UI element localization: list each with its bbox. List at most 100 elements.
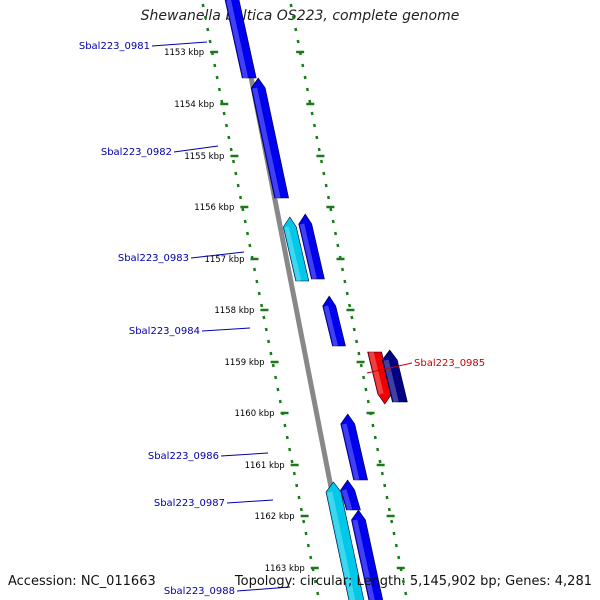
inner-tick-ring-dot bbox=[217, 87, 221, 92]
outer-tick-ring-dot bbox=[394, 543, 398, 548]
kbp-label: 1154 kbp bbox=[174, 100, 214, 110]
inner-tick-ring-dot bbox=[278, 399, 282, 404]
outer-tick-ring-dot bbox=[359, 363, 363, 368]
gene-arrow-highlight bbox=[323, 305, 338, 347]
inner-tick-ring-dot bbox=[309, 555, 313, 560]
outer-tick-ring-dot bbox=[294, 27, 298, 32]
gene-label-leader bbox=[366, 362, 413, 374]
outer-tick-ring-dot bbox=[383, 483, 387, 488]
outer-tick-ring-dot bbox=[380, 471, 384, 476]
inner-tick-ring-dot bbox=[299, 507, 303, 512]
gene-label: Sbal223_0981 bbox=[79, 41, 150, 52]
gene-arrow bbox=[381, 349, 408, 403]
kbp-label: 1161 kbp bbox=[245, 461, 285, 471]
inner-tick-ring-dot bbox=[306, 543, 310, 548]
gene-arrow-highlight bbox=[284, 226, 302, 282]
outer-tick-ring-dot bbox=[308, 99, 312, 104]
outer-tick-ring-dot bbox=[376, 447, 380, 452]
outer-tick-ring-dot bbox=[362, 375, 366, 380]
outer-tick-ring-dot bbox=[334, 231, 338, 236]
inner-tick-ring-dot bbox=[285, 435, 289, 440]
gene-label-leader bbox=[226, 499, 274, 504]
inner-tick-ring-dot bbox=[222, 111, 226, 116]
outer-tick-ring-dot bbox=[305, 87, 309, 92]
inner-tick-ring-dot bbox=[262, 315, 266, 320]
inner-tick-ring-dot bbox=[234, 171, 238, 176]
gene-arrow bbox=[322, 295, 346, 347]
inner-tick-ring-dot bbox=[304, 531, 308, 536]
gene-label: Sbal223_0984 bbox=[129, 326, 200, 337]
inner-tick-ring-dot bbox=[295, 483, 299, 488]
outer-tick-ring-dot bbox=[392, 531, 396, 536]
kbp-label: 1153 kbp bbox=[164, 48, 204, 58]
kbp-label: 1155 kbp bbox=[184, 152, 224, 162]
gene-arrow-highlight bbox=[226, 0, 249, 79]
outer-tick-ring-dot bbox=[343, 279, 347, 284]
gene-label-leader bbox=[151, 41, 208, 47]
kbp-label: 1156 kbp bbox=[194, 203, 234, 213]
inner-tick-ring-dot bbox=[276, 387, 280, 392]
inner-tick-ring-dot bbox=[224, 123, 228, 128]
inner-tick-ring-dot bbox=[290, 459, 294, 464]
kbp-label: 1159 kbp bbox=[225, 358, 265, 368]
outer-tick-ring-dot bbox=[404, 591, 408, 596]
outer-tick-ring-dot bbox=[317, 147, 321, 152]
outer-tick-ring-dot bbox=[301, 63, 305, 68]
gene-arrow-highlight bbox=[383, 359, 399, 403]
outer-tick-ring-dot bbox=[345, 291, 349, 296]
gene-label: Sbal223_0985 bbox=[414, 358, 485, 369]
inner-tick-ring-dot bbox=[267, 339, 271, 344]
outer-tick-ring-dot bbox=[296, 39, 300, 44]
inner-tick-ring-dot bbox=[288, 447, 292, 452]
outer-tick-ring-dot bbox=[366, 399, 370, 404]
inner-tick-ring-dot bbox=[264, 327, 268, 332]
gene-arrow bbox=[367, 351, 393, 405]
gene-arrow bbox=[340, 413, 368, 481]
inner-tick-ring-dot bbox=[246, 231, 250, 236]
inner-tick-ring-dot bbox=[269, 351, 273, 356]
inner-tick-ring-dot bbox=[201, 3, 205, 8]
inner-tick-ring-dot bbox=[215, 75, 219, 80]
gene-arrow bbox=[351, 509, 384, 600]
inner-tick-ring-dot bbox=[248, 243, 252, 248]
gene-arrow bbox=[224, 0, 257, 79]
outer-tick-ring-dot bbox=[390, 519, 394, 524]
outer-tick-ring-dot bbox=[336, 243, 340, 248]
gene-arrow bbox=[250, 77, 289, 199]
outer-tick-ring-dot bbox=[378, 459, 382, 464]
gene-label: Sbal223_0982 bbox=[101, 147, 172, 158]
inner-tick-ring-dot bbox=[243, 219, 247, 224]
topology-text: Topology: circular; Length: 5,145,902 bp… bbox=[234, 574, 592, 589]
gene-arrow-highlight bbox=[368, 351, 384, 395]
outer-tick-ring-dot bbox=[371, 423, 375, 428]
inner-tick-ring-dot bbox=[316, 591, 320, 596]
inner-tick-ring-dot bbox=[227, 135, 231, 140]
outer-tick-ring-dot bbox=[315, 135, 319, 140]
inner-tick-ring-dot bbox=[241, 207, 245, 212]
outer-tick-ring-dot bbox=[348, 303, 352, 308]
outer-tick-ring-dot bbox=[289, 3, 293, 8]
outer-tick-ring-dot bbox=[329, 207, 333, 212]
gene-arrow bbox=[325, 481, 365, 600]
outer-tick-ring-dot bbox=[312, 123, 316, 128]
kbp-label: 1157 kbp bbox=[204, 255, 244, 265]
gene-arrow-highlight bbox=[341, 489, 353, 511]
outer-tick-ring-dot bbox=[341, 267, 345, 272]
inner-tick-ring-dot bbox=[274, 375, 278, 380]
inner-tick-ring-dot bbox=[271, 363, 275, 368]
gene-label: Sbal223_0988 bbox=[164, 586, 235, 597]
inner-tick-ring-dot bbox=[206, 27, 210, 32]
inner-tick-ring-dot bbox=[313, 579, 317, 584]
inner-tick-ring-dot bbox=[213, 63, 217, 68]
inner-tick-ring-dot bbox=[292, 471, 296, 476]
inner-tick-ring-dot bbox=[302, 519, 306, 524]
outer-tick-ring-dot bbox=[401, 579, 405, 584]
gene-arrow-highlight bbox=[299, 223, 317, 280]
inner-tick-ring-dot bbox=[203, 15, 207, 20]
gene-label-leader bbox=[236, 586, 291, 592]
outer-tick-ring-dot bbox=[326, 195, 331, 200]
outer-tick-ring-dot bbox=[355, 339, 359, 344]
gene-arrow-highlight bbox=[341, 423, 360, 481]
gene-label: Sbal223_0986 bbox=[148, 451, 219, 462]
